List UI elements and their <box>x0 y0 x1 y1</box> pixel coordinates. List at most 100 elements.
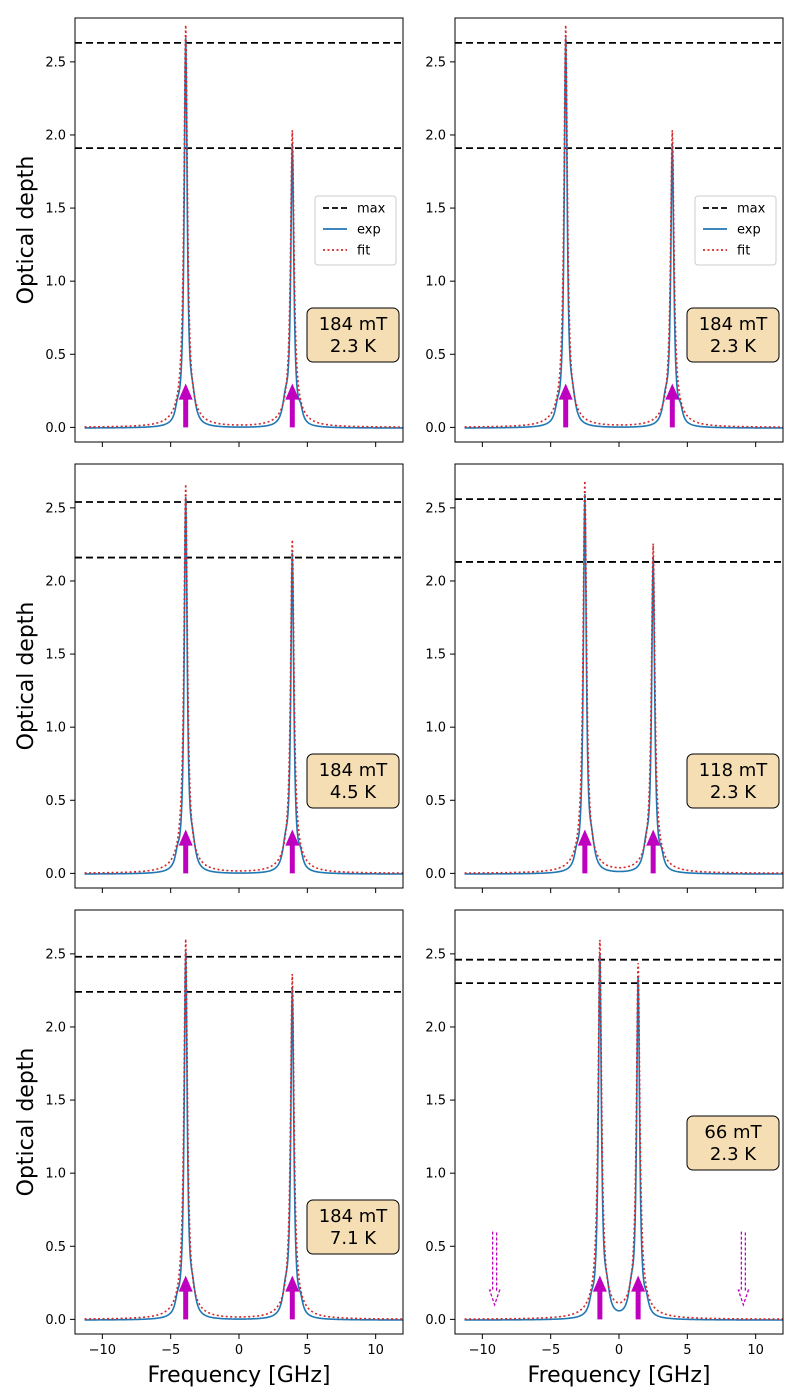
arrow-shaft-1 <box>582 844 588 874</box>
x-axis-label: Frequency [GHz] <box>148 1363 331 1388</box>
condition-box: 184 mT4.5 K <box>306 753 400 809</box>
fit-curve <box>84 25 403 428</box>
x-tick-label: −5 <box>541 1343 560 1358</box>
condition-box: 184 mT7.1 K <box>306 1199 400 1255</box>
x-tick-label: −5 <box>161 1343 180 1358</box>
arrow-head-2 <box>646 829 661 846</box>
y-tick-label: 1.5 <box>45 1094 66 1109</box>
y-tick-label: 0.0 <box>45 1313 66 1328</box>
y-tick-label: 1.0 <box>45 1167 66 1182</box>
legend-label-max: max <box>737 202 766 217</box>
y-tick-label: 1.0 <box>45 721 66 736</box>
y-tick-label: 2.0 <box>45 1020 66 1035</box>
arrow-head-2 <box>631 1275 646 1292</box>
plot-area <box>455 480 783 875</box>
temperature-label: 4.5 K <box>330 782 377 803</box>
x-tick-label: 5 <box>303 1343 311 1358</box>
y-tick-label: 1.5 <box>45 202 66 217</box>
field-label: 184 mT <box>699 314 769 335</box>
condition-box: 184 mT2.3 K <box>686 307 780 363</box>
arrow-head-2 <box>285 383 300 400</box>
legend-label-max: max <box>357 202 386 217</box>
temperature-label: 2.3 K <box>710 1144 757 1165</box>
y-tick-label: 0.5 <box>45 794 66 809</box>
y-tick-label: 0.5 <box>45 348 66 363</box>
plot-area <box>75 938 403 1321</box>
x-tick-label: −10 <box>469 1343 496 1358</box>
y-tick-label: 2.5 <box>45 501 66 516</box>
y-tick-label: 2.0 <box>45 574 66 589</box>
exp-curve <box>464 37 783 429</box>
arrow-shaft-1 <box>183 398 189 428</box>
x-tick-label: 5 <box>683 1343 691 1358</box>
temperature-label: 7.1 K <box>330 1228 377 1249</box>
y-tick-label: 1.0 <box>425 721 446 736</box>
y-tick-label: 1.0 <box>425 1167 446 1182</box>
exp-curve <box>84 951 403 1321</box>
y-axis-label: Optical depth <box>14 1048 39 1197</box>
arrow-head-2 <box>285 1275 300 1292</box>
y-tick-label: 1.0 <box>425 275 446 290</box>
y-tick-label: 2.0 <box>425 128 446 143</box>
y-tick-label: 0.5 <box>425 794 446 809</box>
x-axis-label: Frequency [GHz] <box>528 1363 711 1388</box>
axes-frame <box>454 463 784 889</box>
axes-frame <box>74 909 404 1335</box>
arrow-shaft-1 <box>183 844 189 874</box>
arrow-shaft-2 <box>669 398 675 428</box>
arrow-shaft-2 <box>289 844 295 874</box>
y-axis-label: Optical depth <box>14 156 39 305</box>
arrow-head-1 <box>178 1275 193 1292</box>
field-label: 184 mT <box>319 760 389 781</box>
x-tick-label: 10 <box>747 1343 764 1358</box>
legend-label-exp: exp <box>737 223 761 238</box>
x-tick-label: 10 <box>367 1343 384 1358</box>
y-tick-label: 0.0 <box>45 867 66 882</box>
field-label: 184 mT <box>319 1206 389 1227</box>
legend-label-exp: exp <box>357 223 381 238</box>
exp-curve <box>464 953 783 1321</box>
temperature-label: 2.3 K <box>330 336 377 357</box>
arrow-head-2 <box>285 829 300 846</box>
y-tick-label: 0.0 <box>425 421 446 436</box>
y-tick-label: 1.0 <box>45 275 66 290</box>
arrow-shaft-1 <box>183 1290 189 1320</box>
field-label: 66 mT <box>704 1122 762 1143</box>
plot-area <box>455 25 783 429</box>
arrow-shaft-1 <box>597 1290 603 1320</box>
x-tick-label: −10 <box>89 1343 116 1358</box>
plot-area <box>75 25 403 429</box>
axes-frame <box>74 463 404 889</box>
y-tick-label: 0.0 <box>425 1313 446 1328</box>
y-tick-label: 2.5 <box>425 55 446 70</box>
y-tick-label: 2.5 <box>45 55 66 70</box>
x-tick-label: 0 <box>615 1343 623 1358</box>
plot-area <box>455 939 783 1321</box>
y-tick-label: 0.5 <box>425 348 446 363</box>
panel-r2c2: 0.0 0.5 1.0 1.5 2.0 2.5 118 mT2.3 K <box>425 463 784 893</box>
fit-curve <box>464 939 783 1320</box>
panel-r1c2: 0.0 0.5 1.0 1.5 2.0 2.5 184 mT2.3 K max exp fit <box>425 17 784 447</box>
temperature-label: 2.3 K <box>710 782 757 803</box>
y-tick-label: 2.0 <box>425 574 446 589</box>
legend-label-fit: fit <box>357 244 370 259</box>
arrow-shaft-2 <box>289 398 295 428</box>
fit-curve <box>84 484 403 874</box>
plot-area <box>75 484 403 875</box>
y-axis-label: Optical depth <box>14 602 39 751</box>
field-label: 184 mT <box>319 314 389 335</box>
y-tick-label: 0.0 <box>425 867 446 882</box>
x-tick-label: 0 <box>235 1343 243 1358</box>
temperature-label: 2.3 K <box>710 336 757 357</box>
y-tick-label: 2.5 <box>425 501 446 516</box>
panel-r3c1: −10 −5 0 5 10 0.0 0.5 1.0 1.5 2.0 2.5 Frequency [GH… <box>14 909 404 1388</box>
legend-label-fit: fit <box>737 244 750 259</box>
arrow-shaft-2 <box>635 1290 641 1320</box>
arrow-head-1 <box>577 829 592 846</box>
y-tick-label: 1.5 <box>425 202 446 217</box>
arrow-head-2 <box>665 383 680 400</box>
arrow-head-1 <box>558 383 573 400</box>
ghost-arrow-2 <box>737 1231 750 1307</box>
y-tick-label: 1.5 <box>45 648 66 663</box>
